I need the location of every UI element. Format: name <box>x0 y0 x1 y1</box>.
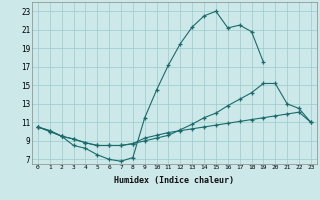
X-axis label: Humidex (Indice chaleur): Humidex (Indice chaleur) <box>115 176 234 185</box>
